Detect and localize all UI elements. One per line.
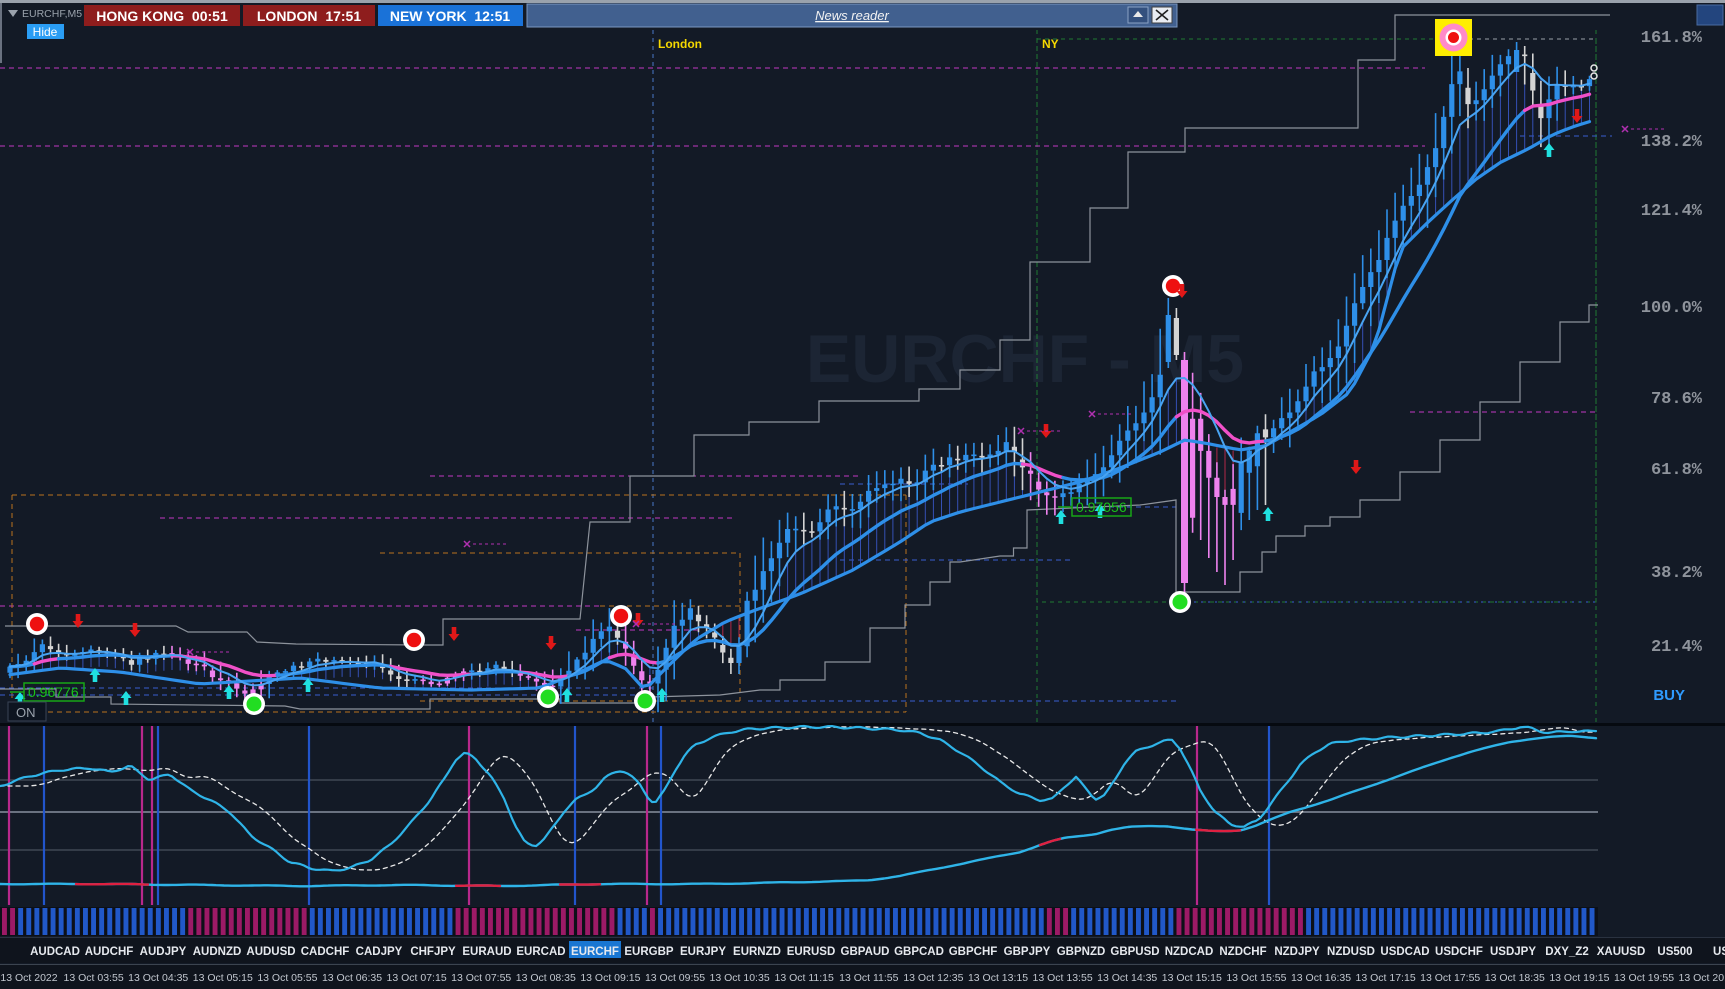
svg-text:13 Oct 07:55: 13 Oct 07:55	[451, 972, 511, 984]
svg-text:NZDCAD: NZDCAD	[1165, 946, 1214, 958]
svg-text:13 Oct 15:15: 13 Oct 15:15	[1162, 972, 1222, 984]
svg-text:GBPUSD: GBPUSD	[1110, 946, 1159, 958]
svg-text:News reader: News reader	[815, 8, 889, 23]
svg-text:USDX: USDX	[1713, 946, 1725, 958]
svg-text:HONG KONG 00:51: HONG KONG 00:51	[96, 8, 228, 24]
svg-text:LONDON 17:51: LONDON 17:51	[257, 8, 361, 24]
svg-text:13 Oct 05:55: 13 Oct 05:55	[257, 972, 317, 984]
svg-text:NZDJPY: NZDJPY	[1274, 946, 1320, 958]
svg-text:CADCHF: CADCHF	[301, 946, 350, 958]
svg-text:13 Oct 06:35: 13 Oct 06:35	[322, 972, 382, 984]
svg-text:EURAUD: EURAUD	[462, 946, 511, 958]
svg-text:138.2%: 138.2%	[1641, 133, 1703, 152]
svg-text:121.4%: 121.4%	[1641, 202, 1703, 221]
svg-text:GBPCAD: GBPCAD	[894, 946, 944, 958]
svg-text:London: London	[658, 37, 702, 51]
svg-text:100.0%: 100.0%	[1641, 299, 1703, 318]
svg-text:AUDJPY: AUDJPY	[140, 946, 187, 958]
svg-text:161.8%: 161.8%	[1641, 29, 1703, 48]
svg-text:13 Oct 03:55: 13 Oct 03:55	[64, 972, 124, 984]
svg-text:AUDNZD: AUDNZD	[193, 946, 242, 958]
svg-text:13 Oct 13:15: 13 Oct 13:15	[968, 972, 1028, 984]
svg-text:Hide: Hide	[33, 25, 58, 39]
svg-text:13 Oct 20:35: 13 Oct 20:35	[1679, 972, 1725, 984]
svg-text:EURJPY: EURJPY	[680, 946, 726, 958]
svg-text:13 Oct 11:55: 13 Oct 11:55	[839, 972, 899, 984]
svg-text:78.6%: 78.6%	[1651, 390, 1703, 409]
svg-text:13 Oct 08:35: 13 Oct 08:35	[516, 972, 576, 984]
svg-text:NZDUSD: NZDUSD	[1327, 946, 1375, 958]
svg-text:ON: ON	[16, 705, 36, 720]
svg-text:NEW YORK 12:51: NEW YORK 12:51	[390, 8, 511, 24]
svg-text:USDCAD: USDCAD	[1380, 946, 1429, 958]
svg-text:EURGBP: EURGBP	[624, 946, 674, 958]
svg-text:13 Oct 18:35: 13 Oct 18:35	[1485, 972, 1545, 984]
svg-text:EURUSD: EURUSD	[787, 946, 836, 958]
svg-text:EURCAD: EURCAD	[516, 946, 565, 958]
svg-text:AUDCHF: AUDCHF	[85, 946, 134, 958]
svg-text:13 Oct 13:55: 13 Oct 13:55	[1033, 972, 1093, 984]
svg-text:13 Oct 16:35: 13 Oct 16:35	[1291, 972, 1351, 984]
svg-text:21.4%: 21.4%	[1651, 638, 1703, 657]
svg-text:0.97056: 0.97056	[1076, 499, 1127, 515]
svg-text:US500: US500	[1657, 946, 1692, 958]
svg-text:13 Oct 14:35: 13 Oct 14:35	[1097, 972, 1157, 984]
svg-text:13 Oct 12:35: 13 Oct 12:35	[903, 972, 963, 984]
svg-text:13 Oct 05:15: 13 Oct 05:15	[193, 972, 253, 984]
svg-text:NZDCHF: NZDCHF	[1219, 946, 1266, 958]
svg-text:GBPJPY: GBPJPY	[1004, 946, 1051, 958]
svg-text:13 Oct 04:35: 13 Oct 04:35	[128, 972, 188, 984]
svg-text:CADJPY: CADJPY	[356, 946, 403, 958]
svg-text:GBPCHF: GBPCHF	[949, 946, 998, 958]
svg-text:AUDCAD: AUDCAD	[30, 946, 80, 958]
svg-text:13 Oct 09:55: 13 Oct 09:55	[645, 972, 705, 984]
svg-text:0.96776: 0.96776	[28, 684, 79, 700]
svg-text:13 Oct 09:15: 13 Oct 09:15	[580, 972, 640, 984]
svg-text:XAUUSD: XAUUSD	[1597, 946, 1646, 958]
svg-text:BUY: BUY	[1653, 687, 1685, 704]
svg-text:AUDUSD: AUDUSD	[246, 946, 295, 958]
svg-text:13 Oct 19:55: 13 Oct 19:55	[1614, 972, 1674, 984]
svg-text:13 Oct 17:55: 13 Oct 17:55	[1420, 972, 1480, 984]
svg-text:13 Oct 17:15: 13 Oct 17:15	[1356, 972, 1416, 984]
svg-text:NY: NY	[1042, 37, 1059, 51]
svg-text:USDCHF: USDCHF	[1435, 946, 1483, 958]
svg-text:DXY_Z2: DXY_Z2	[1545, 946, 1588, 958]
svg-text:CHFJPY: CHFJPY	[410, 946, 456, 958]
svg-text:13 Oct 15:55: 13 Oct 15:55	[1226, 972, 1286, 984]
svg-text:38.2%: 38.2%	[1651, 564, 1703, 583]
svg-text:GBPNZD: GBPNZD	[1057, 946, 1106, 958]
svg-text:GBPAUD: GBPAUD	[841, 946, 890, 958]
svg-text:13 Oct 19:15: 13 Oct 19:15	[1549, 972, 1609, 984]
svg-text:13 Oct 11:15: 13 Oct 11:15	[775, 972, 835, 984]
svg-text:13 Oct 10:35: 13 Oct 10:35	[710, 972, 770, 984]
svg-text:EURCHF,M5: EURCHF,M5	[22, 8, 82, 20]
svg-text:EURCHF: EURCHF	[571, 946, 619, 958]
svg-text:13 Oct 2022: 13 Oct 2022	[0, 972, 57, 984]
svg-text:13 Oct 07:15: 13 Oct 07:15	[387, 972, 447, 984]
svg-text:61.8%: 61.8%	[1651, 461, 1703, 480]
svg-text:EURNZD: EURNZD	[733, 946, 781, 958]
svg-text:USDJPY: USDJPY	[1490, 946, 1536, 958]
